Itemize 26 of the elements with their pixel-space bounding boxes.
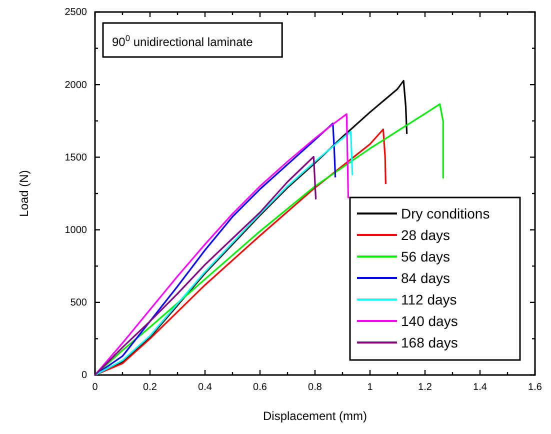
y-tick-label: 2000 (64, 80, 88, 91)
y-tick-label: 1500 (64, 152, 88, 164)
y-tick-label: 0 (81, 370, 88, 382)
legend-label: 28 days (401, 227, 450, 243)
x-tick-label: 1.2 (418, 382, 432, 394)
x-tick-label: 0.2 (143, 382, 158, 394)
x-tick-label: 0 (92, 382, 98, 394)
y-tick-label: 1000 (64, 225, 88, 236)
y-tick-label: 500 (70, 298, 88, 309)
x-tick-label: 0.8 (308, 382, 322, 394)
legend-label: 56 days (401, 248, 450, 264)
legend-label: 84 days (401, 270, 450, 286)
legend-label: 168 days (401, 334, 458, 350)
legend-label: 140 days (401, 313, 458, 329)
x-tick-label: 1.6 (528, 382, 542, 394)
x-tick-label: 1 (367, 382, 374, 394)
y-tick-label: 2500 (64, 7, 88, 18)
x-tick-label: 1.4 (473, 382, 488, 394)
x-tick-label: 0.6 (253, 382, 268, 394)
line-series (94, 156, 317, 376)
x-tick-label: 0.4 (198, 382, 212, 394)
legend-label: Dry conditions (401, 206, 490, 222)
legend-label: 112 days (401, 292, 457, 308)
annotation: 90$^{0}$ unidirectional laminate (112, 33, 254, 49)
y-axis-title: Load (N) (17, 170, 31, 217)
x-axis-title: Displacement (mm) (262, 409, 368, 423)
